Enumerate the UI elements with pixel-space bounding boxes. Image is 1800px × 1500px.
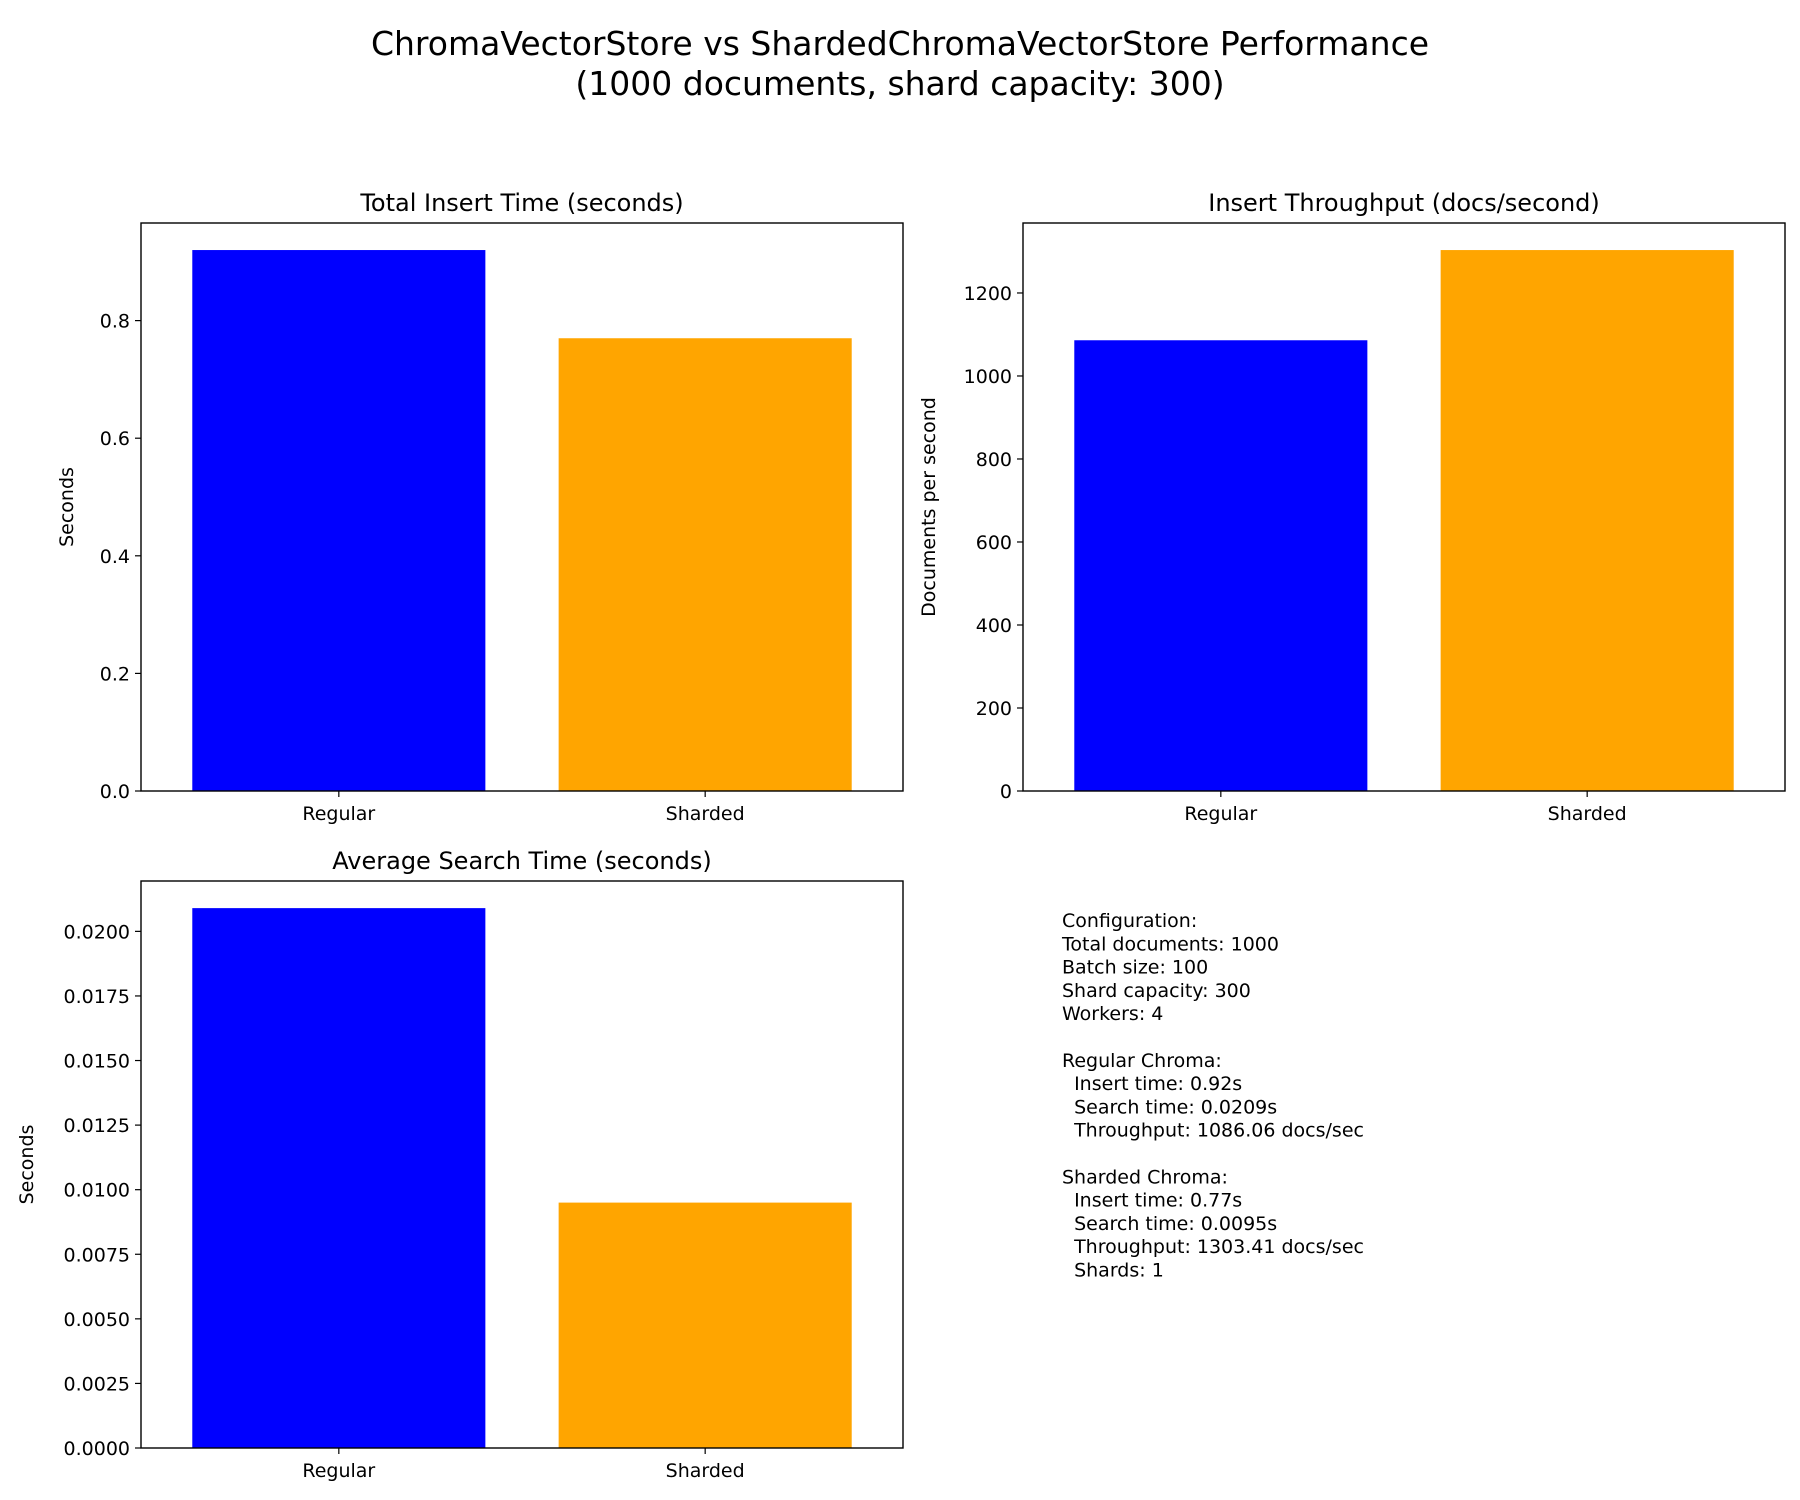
- config-line: Workers: 4: [1062, 1003, 1163, 1025]
- y-tick-label: 0.0025: [64, 1373, 130, 1395]
- y-tick-label: 0.6: [100, 428, 130, 450]
- axes-frame: [1022, 222, 1786, 792]
- config-line: Configuration:: [1062, 910, 1197, 932]
- search-time-chart: Average Search Time (seconds) 0.0000 0.002…: [16, 847, 904, 1482]
- y-tick-label: 0.0150: [64, 1051, 130, 1073]
- y-tick-label: 0.8: [100, 311, 130, 333]
- y-axis-label: Seconds: [56, 467, 78, 547]
- config-line: Batch size: 100: [1062, 957, 1208, 979]
- config-line: Shards: 1: [1062, 1260, 1164, 1282]
- config-line: Search time: 0.0095s: [1062, 1213, 1277, 1235]
- axes-frame: [140, 222, 904, 792]
- throughput-chart: Insert Throughput (docs/second) 0 200 400 60…: [918, 189, 1786, 825]
- config-line: Throughput: 1303.41 docs/sec: [1062, 1236, 1364, 1258]
- bar-regular: [1074, 340, 1368, 791]
- config-line: Search time: 0.0209s: [1062, 1096, 1277, 1118]
- y-tick-label: 800: [976, 449, 1012, 471]
- config-line: Insert time: 0.77s: [1062, 1190, 1242, 1212]
- figure-title-line-1: ChromaVectorStore vs ShardedChromaVector…: [371, 24, 1429, 63]
- y-tick-label: 600: [976, 532, 1012, 554]
- config-line: Total documents: 1000: [1061, 933, 1279, 955]
- y-tick-label: 0.0125: [64, 1115, 130, 1137]
- y-tick-label: 0.4: [100, 546, 130, 568]
- bar-regular: [192, 908, 486, 1448]
- y-tick-label: 0.2: [100, 663, 130, 685]
- y-tick-label: 200: [976, 698, 1012, 720]
- y-tick-label: 0.0200: [64, 921, 130, 943]
- y-tick-label: 0.0100: [64, 1180, 130, 1202]
- config-line: Shard capacity: 300: [1062, 980, 1251, 1002]
- config-line: Insert time: 0.92s: [1062, 1073, 1242, 1095]
- y-tick-label: 0.0050: [64, 1309, 130, 1331]
- y-axis-label: Documents per second: [918, 397, 940, 617]
- axes-frame: [140, 880, 904, 1449]
- y-tick-label: 0.0000: [64, 1438, 130, 1460]
- chart-title: Average Search Time (seconds): [332, 847, 711, 875]
- x-tick-label: Sharded: [1548, 803, 1627, 825]
- config-line: Throughput: 1086.06 docs/sec: [1062, 1120, 1364, 1142]
- bar-sharded: [1440, 250, 1734, 792]
- x-tick-label: Regular: [302, 1460, 375, 1482]
- y-tick-label: 0.0175: [64, 986, 130, 1008]
- y-axis-label: Seconds: [16, 1125, 38, 1205]
- configuration-summary: Configuration:Total documents: 1000Batch…: [1061, 910, 1364, 1282]
- config-line: Sharded Chroma:: [1062, 1166, 1228, 1188]
- bar-sharded: [558, 338, 852, 791]
- x-tick-label: Regular: [1184, 803, 1257, 825]
- y-tick-label: 0.0: [100, 781, 130, 803]
- x-tick-label: Regular: [302, 803, 375, 825]
- y-tick-label: 0.0075: [64, 1244, 130, 1266]
- bar-sharded: [558, 1202, 852, 1448]
- chart-title: Total Insert Time (seconds): [359, 189, 683, 217]
- insert-time-chart: Total Insert Time (seconds) 0.0 0.2 0.4 0.6 0…: [56, 189, 904, 825]
- chart-title: Insert Throughput (docs/second): [1208, 189, 1600, 217]
- figure-title-line-2: (1000 documents, shard capacity: 300): [575, 64, 1224, 103]
- x-tick-label: Sharded: [666, 803, 745, 825]
- y-tick-label: 1200: [964, 283, 1012, 305]
- y-tick-label: 400: [976, 615, 1012, 637]
- y-tick-label: 1000: [964, 366, 1012, 388]
- x-tick-label: Sharded: [666, 1460, 745, 1482]
- y-tick-label: 0: [1000, 781, 1012, 803]
- config-line: Regular Chroma:: [1062, 1050, 1222, 1072]
- bar-regular: [192, 250, 486, 792]
